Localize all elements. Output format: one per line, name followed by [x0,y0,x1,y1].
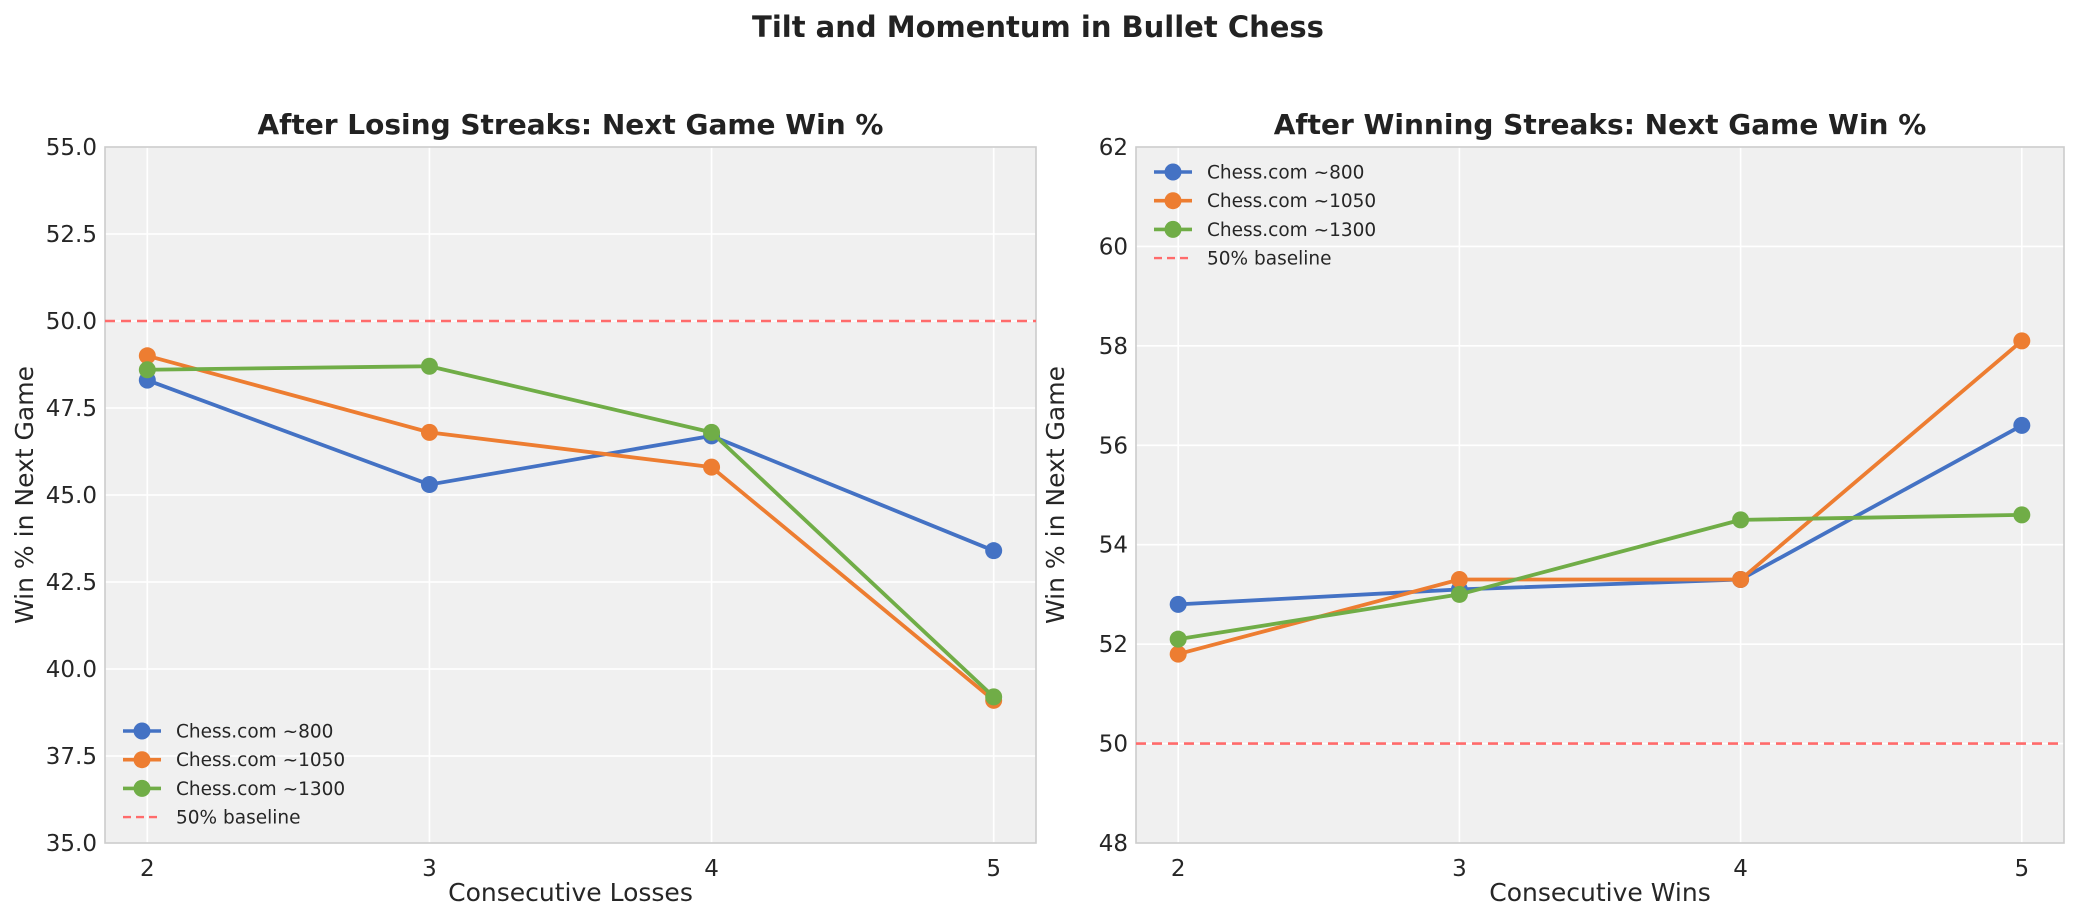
data-point [1732,571,1750,589]
plot-area [1136,147,2064,843]
legend-label: 50% baseline [176,808,301,829]
legend-label: Chess.com ~1300 [1207,220,1376,241]
y-tick-label: 60 [1099,234,1128,260]
legend-swatch-marker [1164,220,1182,238]
legend-swatch-marker [1164,192,1182,210]
series-line-1 [1176,423,2024,607]
y-tick-label: 37.5 [46,744,97,770]
legend-label: Chess.com ~800 [176,722,333,743]
y-tick-label: 45.0 [46,483,97,509]
y-tick-label: 58 [1099,334,1128,360]
y-tick-label: 40.0 [46,657,97,683]
data-point [1450,585,1468,603]
y-tick-label: 47.5 [46,396,97,422]
y-tick-label: 52 [1099,632,1128,658]
legend-label: Chess.com ~800 [1207,163,1364,184]
series-line-2 [145,353,996,703]
panel-title: After Losing Streaks: Next Game Win % [258,108,884,141]
losing-streaks-panel: 35.0 37.5 40.0 42.5 45.0 47.5 50.0 52.5 55.0 2 3 4 5… [10,108,1037,907]
data-point [138,361,156,379]
plot-frame [1135,146,2065,844]
y-tick-label: 50.0 [46,309,97,335]
legend-swatch-marker [1164,163,1182,181]
figure-title: Tilt and Momentum in Bullet Chess [752,10,1324,44]
x-tick-label: 5 [986,856,1001,882]
data-point [2013,506,2031,524]
legend-swatch-marker [133,722,151,740]
legend-label: 50% baseline [1207,249,1332,270]
x-tick-label: 3 [1452,856,1467,882]
y-tick-label: 48 [1099,831,1128,857]
data-point [985,542,1003,560]
legend: Chess.com ~800 Chess.com ~1050 Chess.com ~… [123,722,345,829]
data-point [1450,571,1468,589]
data-point [138,347,156,365]
x-tick-label: 5 [2014,856,2029,882]
data-point [420,357,438,375]
y-tick-label: 52.5 [46,222,97,248]
data-point [703,458,721,476]
data-point [1169,595,1187,613]
y-tick-label: 55.0 [46,135,97,161]
data-point [2013,332,2031,350]
x-tick-label: 4 [704,856,719,882]
legend-swatch-marker [133,751,151,769]
x-axis-label: Consecutive Wins [1489,878,1710,907]
data-point [2013,416,2031,434]
y-tick-label: 62 [1099,135,1128,161]
winning-streaks-panel: 48 50 52 54 56 58 60 62 2 3 4 5 After Winning Streak… [1041,108,2065,907]
legend-swatch-marker [133,779,151,797]
x-tick-label: 2 [1171,856,1186,882]
y-tick-label: 56 [1099,433,1128,459]
series-line-3 [1176,512,2024,642]
legend-label: Chess.com ~1050 [176,750,345,771]
panel-title: After Winning Streaks: Next Game Win % [1274,108,1927,141]
y-tick-label: 50 [1099,732,1128,758]
y-axis-label: Win % in Next Game [10,366,39,624]
y-tick-label: 42.5 [46,570,97,596]
x-axis-label: Consecutive Losses [448,878,693,907]
legend: Chess.com ~800 Chess.com ~1050 Chess.com ~… [1154,163,1376,270]
y-tick-label: 35.0 [46,831,97,857]
data-point [420,423,438,441]
data-point [1169,630,1187,648]
x-tick-label: 3 [422,856,437,882]
data-point [985,688,1003,706]
series-line-3 [145,364,996,699]
y-tick-label: 54 [1099,533,1128,559]
y-axis-label: Win % in Next Game [1041,366,1070,624]
data-point [1169,645,1187,663]
data-point [420,476,438,494]
legend-label: Chess.com ~1300 [176,779,345,800]
series-line-1 [145,378,996,553]
data-point [1732,511,1750,529]
x-tick-label: 4 [1733,856,1748,882]
data-point [703,423,721,441]
x-tick-label: 2 [140,856,155,882]
plot-frame [104,146,1037,844]
legend-label: Chess.com ~1050 [1207,191,1376,212]
